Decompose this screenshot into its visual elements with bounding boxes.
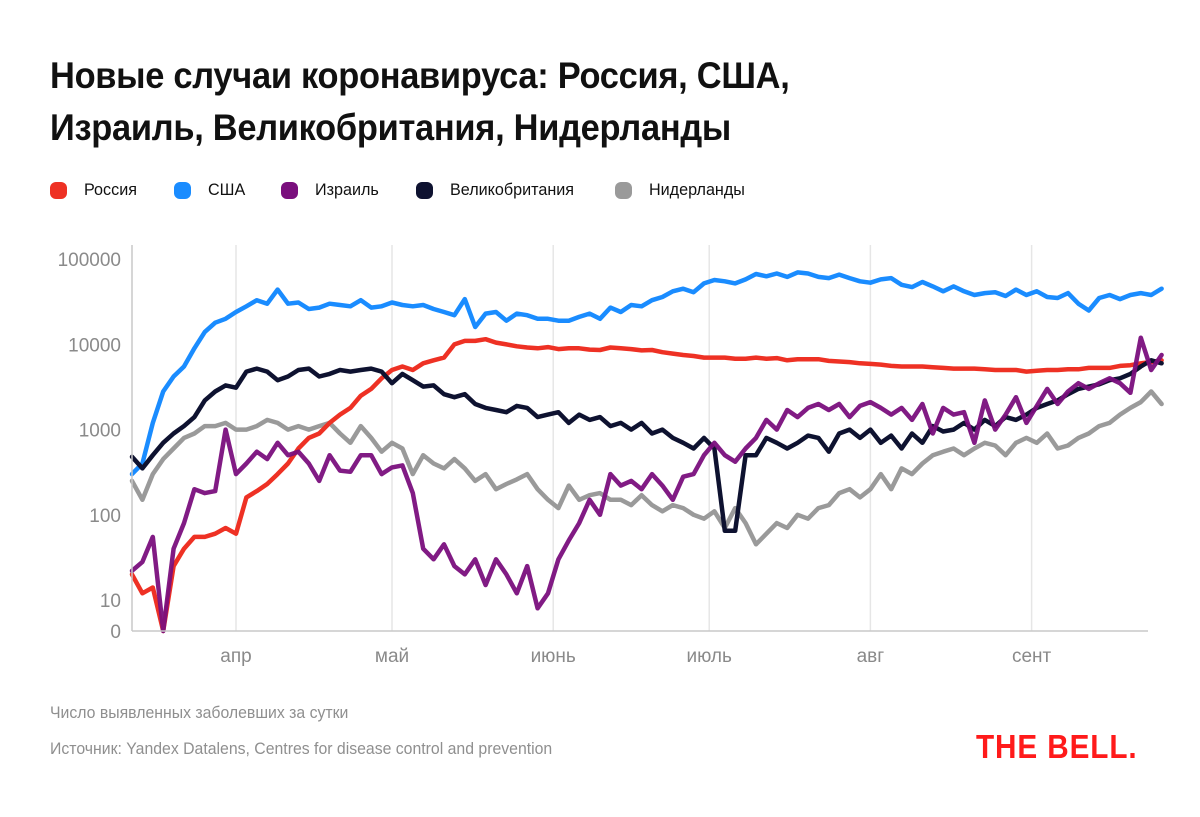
- legend-label: Россия: [84, 180, 137, 199]
- x-tick-label: июнь: [531, 646, 576, 667]
- legend-label: США: [207, 180, 245, 199]
- x-tick-label: авг: [857, 646, 885, 667]
- title-line-2: Израиль, Великобритания, Нидерланды: [50, 107, 732, 148]
- legend-swatch-icon: [280, 181, 298, 199]
- legend-swatch-icon: [614, 181, 632, 199]
- x-tick-label: сент: [1012, 646, 1052, 667]
- series-line-netherlands: [129, 389, 1164, 547]
- series-line-usa: [129, 270, 1164, 477]
- legend-item-usa[interactable]: США: [173, 180, 247, 200]
- axes: апр май июнь июль авг сент 0 10 100 1000 10000 1000…: [58, 245, 1148, 667]
- legend-swatch-icon: [173, 181, 191, 199]
- series-line-israel: [129, 335, 1164, 634]
- series-line-russia: [129, 336, 1164, 634]
- x-tick-label: апр: [220, 646, 251, 667]
- y-tick-label: 10: [100, 591, 121, 612]
- y-tick-label: 100000: [58, 250, 121, 271]
- chart-subtitle: Число выявленных заболевших за сутки: [50, 703, 349, 722]
- series-lines: [129, 270, 1164, 634]
- y-tick-label: 100: [89, 506, 121, 527]
- y-tick-label: 10000: [68, 335, 121, 356]
- legend: Россия США Израиль Великобритания Нидерл…: [50, 180, 784, 200]
- y-tick-label: 1000: [79, 421, 121, 442]
- legend-label: Нидерланды: [648, 180, 745, 199]
- the-bell-logo: THE BELL.: [976, 728, 1138, 765]
- page-title: Новые случаи коронавируса: Россия, США, …: [50, 50, 980, 154]
- y-tick-label: 0: [110, 622, 121, 643]
- x-tick-label: май: [375, 646, 409, 667]
- title-line-1: Новые случаи коронавируса: Россия, США,: [50, 55, 790, 96]
- series-line-uk: [129, 358, 1164, 533]
- legend-item-uk[interactable]: Великобритания: [416, 180, 581, 200]
- line-chart: апр май июнь июль авг сент 0 10 100 1000 10000 1000…: [58, 245, 1164, 667]
- legend-swatch-icon: [50, 181, 67, 199]
- legend-swatch-icon: [416, 181, 434, 199]
- legend-item-netherlands[interactable]: Нидерланды: [614, 180, 750, 200]
- legend-item-israel[interactable]: Израиль: [280, 180, 382, 200]
- legend-label: Израиль: [314, 180, 379, 199]
- chart-source: Источник: Yandex Datalens, Centres for d…: [50, 739, 553, 758]
- legend-label: Великобритания: [450, 180, 575, 199]
- x-tick-label: июль: [686, 646, 732, 667]
- grid: [235, 245, 1033, 631]
- legend-item-russia[interactable]: Россия: [50, 180, 140, 200]
